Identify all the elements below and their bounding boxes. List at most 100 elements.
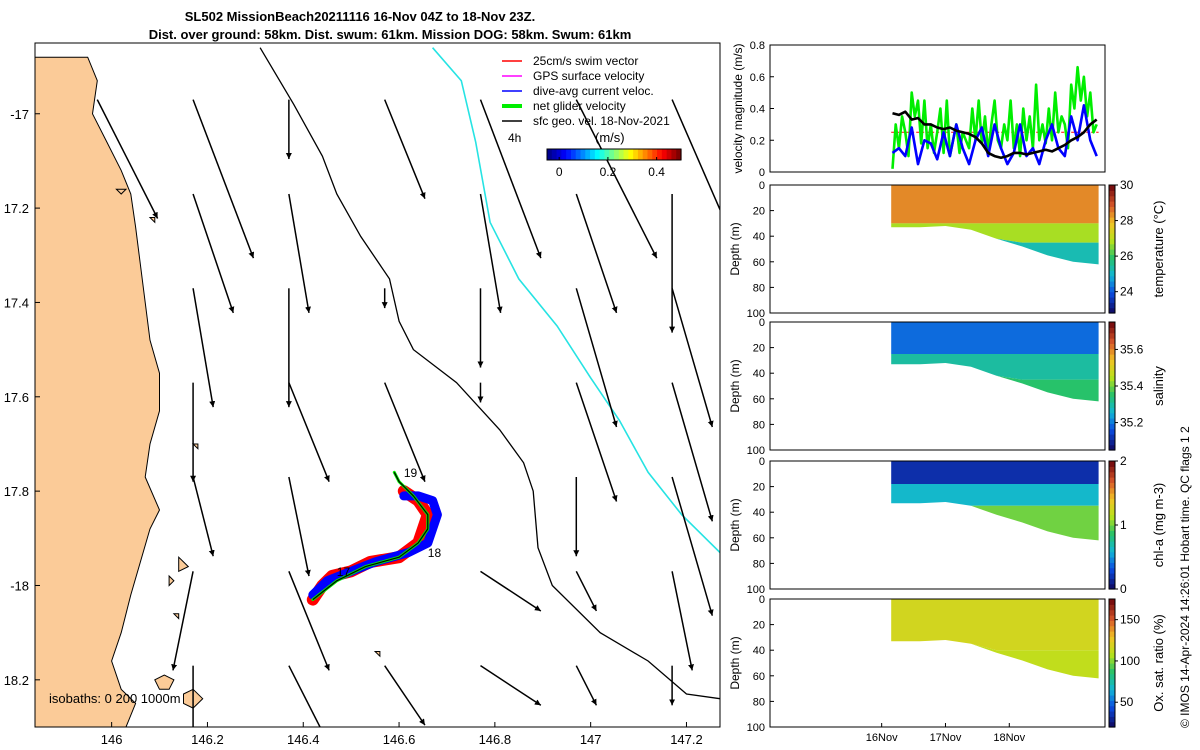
section-2-cbar-step-8	[1109, 541, 1115, 547]
section-1-layer-2	[891, 363, 1099, 402]
section-2-cbar-step-15	[1109, 503, 1115, 510]
section-3-cbar-step-18	[1109, 625, 1115, 632]
map-y-tick-label-2: 17.4	[4, 295, 29, 310]
section-1-y-tick-label-1: 20	[753, 343, 765, 355]
geo-vector-28	[671, 476, 714, 616]
section-2-frame	[769, 460, 1106, 590]
velocity-y-tick-label-0: 0	[759, 167, 765, 179]
section-3-cbar-step-7	[1109, 684, 1115, 691]
section-2-cbar-step-21	[1109, 471, 1115, 478]
map-colorbar-step-27	[676, 149, 682, 160]
map-colorbar-step-18	[633, 149, 639, 160]
section-3-cbar-step-0	[1109, 721, 1115, 728]
section-2-layer-0	[891, 461, 1099, 484]
section-3-cbar-tick-label-0: 50	[1120, 695, 1134, 709]
section-0-cbar-tick-label-0: 24	[1120, 285, 1134, 299]
section-0-layer-2	[891, 226, 1099, 265]
day-label-0: 17	[337, 565, 351, 579]
section-1-cbar-step-8	[1109, 402, 1115, 408]
section-3-y-tick-label-2: 40	[753, 645, 765, 657]
geo-vector-37	[480, 665, 542, 706]
section-2-y-tick-label-2: 40	[753, 507, 765, 519]
map-colorbar-tick-label-2: 0.4	[648, 165, 665, 179]
day-label-1: 18	[428, 546, 442, 560]
section-1-cbar-step-4	[1109, 423, 1115, 430]
section-1-y-tick-label-2: 40	[753, 368, 765, 380]
section-2-cbar-tick-label-2: 2	[1120, 454, 1127, 468]
map-x-tick-label-2: 146.4	[287, 732, 320, 747]
section-3-cbar-step-16	[1109, 636, 1115, 643]
geo-vector-8	[288, 193, 311, 313]
section-3-cbar-frame	[1108, 598, 1116, 728]
section-2-cbar-step-5	[1109, 557, 1115, 563]
island-8	[373, 651, 381, 658]
section-2-y-tick-label-0: 0	[759, 456, 765, 468]
section-1-cbar-step-20	[1109, 338, 1115, 344]
section-0-cbar-step-22	[1109, 190, 1115, 197]
velocity-series-3	[892, 110, 1098, 159]
map-colorbar-step-8	[585, 149, 591, 160]
section-0-layer-0	[891, 185, 1099, 224]
section-3-cbar-step-20	[1109, 615, 1115, 621]
map-y-tick-label-4: 17.8	[4, 484, 29, 499]
section-2-cbar-step-6	[1109, 551, 1115, 558]
section-1-cbar-step-3	[1109, 428, 1115, 435]
geo-vector-13	[192, 288, 216, 408]
legend-label-0: 25cm/s swim vector	[533, 54, 638, 68]
section-3-cbar-step-22	[1109, 604, 1115, 611]
day-label-2: 19	[404, 466, 418, 480]
map-colorbar-step-17	[628, 149, 634, 160]
geo-vector-38	[575, 665, 598, 706]
map-y-tick-label-5: -18	[10, 578, 29, 593]
section-0-cbar-step-15	[1109, 227, 1115, 234]
section-2-cbar-step-17	[1109, 493, 1115, 499]
section-0-cbar-step-14	[1109, 233, 1115, 239]
geo-vector-32	[575, 570, 598, 612]
section-1-layer-1	[891, 354, 1099, 380]
map-colorbar-step-16	[623, 149, 629, 160]
section-1-y-tick-label-3: 60	[753, 394, 765, 406]
section-3-cbar-step-2	[1109, 711, 1115, 717]
section-0-cbar-step-16	[1109, 222, 1115, 229]
section-3-cbar-step-19	[1109, 620, 1115, 627]
section-2-cbar-step-19	[1109, 482, 1115, 489]
map-colorbar-step-9	[590, 149, 596, 160]
section-3-cbar-step-5	[1109, 695, 1115, 701]
section-2-cbar-step-11	[1109, 525, 1115, 531]
map-x-tick-label-3: 146.6	[383, 732, 416, 747]
section-0-cbar-step-3	[1109, 291, 1115, 298]
map-colorbar-step-19	[637, 149, 644, 160]
map-colorbar-step-5	[570, 149, 577, 160]
section-2-y-tick-label-5: 100	[747, 584, 765, 596]
section-0-y-tick-label-5: 100	[747, 308, 765, 320]
map-colorbar-frame	[546, 148, 682, 161]
colorbar-label: (m/s)	[595, 130, 625, 145]
section-0-cbar-step-5	[1109, 281, 1115, 287]
isobath-200m	[259, 47, 720, 700]
map-y-tick-label-0: -17	[10, 107, 29, 122]
geo-vector-10	[479, 193, 503, 313]
map-x-tick-label-1: 146.2	[191, 732, 224, 747]
geo-vector-17	[575, 288, 618, 428]
section-3-cbar-step-11	[1109, 663, 1115, 669]
section-3-layer-0	[891, 599, 1099, 651]
geo-vector-21	[383, 382, 426, 482]
section-0-cbar-step-17	[1109, 217, 1115, 223]
geo-vector-20	[288, 382, 330, 482]
section-3-cbar-step-14	[1109, 647, 1115, 653]
time-tick-label-1: 17Nov	[930, 732, 962, 744]
section-1-cbar-step-14	[1109, 370, 1115, 376]
section-2-cbar-step-18	[1109, 487, 1115, 494]
section-0-cbar-label: temperature (°C)	[1151, 201, 1166, 298]
section-2-cbar-step-7	[1109, 546, 1115, 553]
section-3-y-tick-label-5: 100	[747, 722, 765, 734]
map-colorbar-tick-label-0: 0	[556, 165, 563, 179]
island-0	[154, 674, 175, 690]
section-2-cbar-step-3	[1109, 567, 1115, 574]
geo-vector-23	[575, 382, 618, 502]
section-0-cbar-step-19	[1109, 206, 1115, 213]
map-colorbar-step-21	[647, 149, 653, 160]
section-0-cbar-step-6	[1109, 275, 1115, 282]
